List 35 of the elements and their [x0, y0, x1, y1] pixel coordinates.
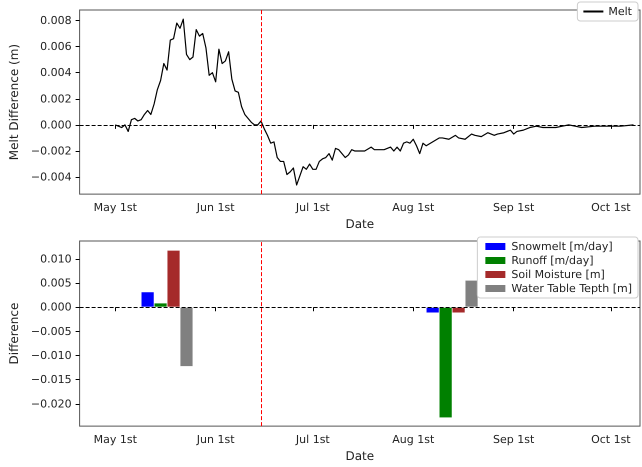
x-axis-title: Date [345, 449, 374, 463]
y-tick-label: 0.008 [40, 14, 72, 27]
x-tick-label: Jul 1st [294, 201, 330, 214]
x-tick-label: Sep 1st [493, 201, 535, 214]
y-tick-label: −0.010 [30, 349, 72, 362]
x-tick-label: Jun 1st [196, 201, 236, 214]
y-axis-title: Difference [7, 302, 21, 364]
y-tick-label: 0.004 [40, 66, 72, 80]
x-axis-title: Date [345, 217, 374, 231]
y-tick-label: −0.004 [30, 170, 72, 184]
y-tick-label: 0.002 [40, 92, 72, 106]
legend-label: Melt [608, 5, 633, 18]
x-tick-label: Aug 1st [392, 433, 435, 446]
x-tick-label: Jun 1st [196, 433, 236, 446]
y-tick-label: −0.015 [30, 373, 72, 386]
y-tick-label: 0.000 [40, 118, 72, 132]
x-tick-label: Oct 1st [591, 433, 632, 446]
y-tick-label: −0.005 [30, 324, 72, 338]
y-tick-label: 0.010 [40, 252, 72, 266]
legend-label: Snowmelt [m/day] [511, 240, 613, 253]
y-tick-label: 0.006 [40, 40, 72, 54]
x-tick-label: Oct 1st [591, 201, 632, 214]
y-tick-label: 0.000 [40, 300, 72, 314]
legend-label: Runoff [m/day] [511, 254, 594, 267]
y-axis-title: Melt Difference (m) [7, 44, 21, 160]
x-tick-label: May 1st [94, 201, 138, 214]
x-tick-label: Aug 1st [392, 201, 435, 214]
y-tick-label: −0.002 [30, 144, 72, 158]
x-tick-label: Jul 1st [294, 433, 330, 446]
y-tick-label: 0.005 [40, 276, 72, 290]
x-tick-label: May 1st [94, 433, 138, 446]
y-tick-label: −0.020 [30, 397, 72, 410]
legend-label: Water Table Tepth [m] [511, 282, 632, 295]
x-tick-label: Sep 1st [493, 433, 535, 446]
legend-label: Soil Moisture [m] [511, 268, 605, 281]
